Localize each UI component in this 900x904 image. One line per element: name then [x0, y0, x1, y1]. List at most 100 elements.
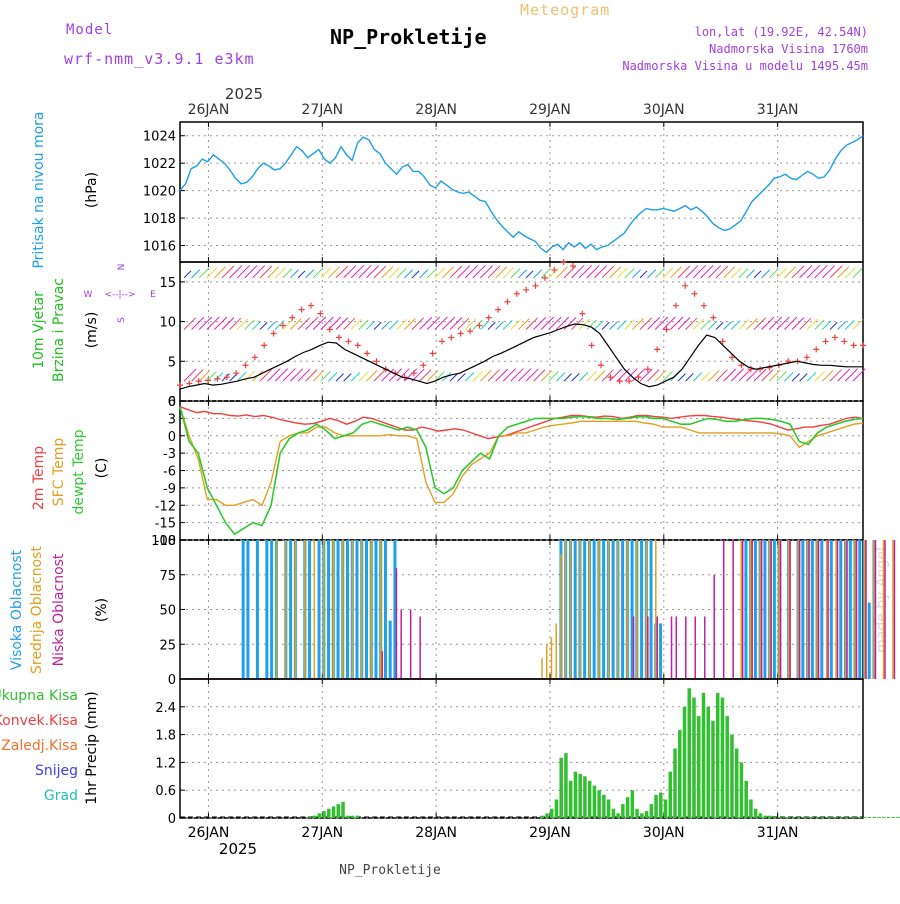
compass-e: E	[150, 290, 156, 300]
wind-barb	[609, 321, 618, 330]
wind-barb	[670, 266, 682, 279]
wind-gust-marker	[654, 346, 661, 353]
wind-barb	[358, 370, 370, 382]
wind-barb	[343, 373, 352, 382]
precip-bar	[327, 808, 331, 818]
panel-frame	[179, 261, 864, 402]
y-tick-label: 2.4	[155, 701, 176, 716]
wind-gust-marker	[719, 338, 726, 345]
precip-bar	[844, 817, 848, 818]
precip-bar	[331, 806, 336, 818]
cloud-low-ylabel: Niska Oblacnost	[51, 553, 67, 666]
wind-barb	[495, 266, 508, 279]
precip-bar	[678, 729, 682, 818]
wind-barb	[388, 320, 399, 330]
wind-barb	[236, 372, 247, 382]
wind-barb	[692, 264, 707, 279]
precip-bar	[350, 815, 355, 818]
wind-barb	[677, 317, 691, 330]
cloud-high-bar	[592, 540, 596, 679]
precip-bar	[540, 815, 544, 818]
y-tick-label: -12	[155, 499, 176, 514]
wind-barb	[578, 318, 591, 330]
precip-bar	[640, 813, 644, 818]
wind-gust-marker	[504, 298, 511, 305]
wind-barb	[419, 369, 432, 382]
cloud-high-bar	[839, 540, 843, 679]
precip-bar	[597, 790, 601, 818]
wind-gust-marker	[635, 374, 642, 381]
panel-precip: 0 0.6 1.2 1.8 2.4	[155, 678, 900, 827]
wind-barb	[715, 265, 729, 279]
cloud-high-ylabel: Visoka Oblacnost	[9, 549, 25, 670]
wind-barb	[616, 368, 631, 382]
wind-barb	[540, 316, 555, 330]
wind-gust-marker	[738, 362, 745, 369]
wind-barb	[244, 319, 255, 330]
wind-barb	[654, 268, 665, 279]
wind-barb	[632, 318, 644, 330]
cloud-high-bar	[270, 540, 274, 679]
wind-barb	[221, 317, 235, 330]
wind-barb	[297, 270, 306, 279]
wind-barb	[814, 319, 825, 330]
y-tick-label: 10	[159, 316, 176, 331]
precip-bar	[568, 780, 573, 818]
wind-gust-marker	[233, 370, 240, 377]
wind-gust-marker	[803, 354, 810, 361]
precip-bar	[711, 720, 715, 818]
y-tick-label: 5	[168, 355, 176, 370]
pressure-unit: (hPa)	[84, 172, 100, 208]
year-top: 2025	[225, 85, 263, 103]
wind-barb	[784, 266, 796, 279]
wind-barb	[647, 269, 657, 279]
wind-barb	[480, 265, 494, 279]
y-tick-label: -3	[163, 447, 176, 462]
cloud-high-bar	[848, 540, 852, 679]
precip-bar	[587, 780, 592, 818]
wind-barb	[806, 372, 817, 382]
wind-barb	[312, 370, 325, 382]
wind-barb	[472, 319, 483, 330]
watermark: made by Angel	[874, 547, 890, 653]
precip-bar	[787, 817, 791, 818]
precip-bar	[663, 799, 668, 818]
wind-gust-marker	[700, 302, 707, 309]
cloud-high-bar	[649, 540, 653, 679]
wind-barb	[358, 319, 369, 330]
wind-barb	[723, 368, 737, 382]
pressure-line	[179, 135, 864, 254]
wind-barb	[670, 316, 684, 330]
wind-barb	[236, 318, 249, 330]
sfc-ylabel: SFC Temp	[51, 438, 67, 507]
wind-ylabel-1: 10m Vjetar	[31, 291, 47, 369]
wind-barb	[609, 368, 623, 382]
wind-barb	[366, 265, 380, 279]
wind-barb	[822, 369, 834, 382]
wind-barb	[221, 265, 235, 279]
precip-bar	[696, 716, 701, 818]
precip-bar	[573, 771, 578, 818]
wind-barb	[586, 370, 598, 382]
wind-ylabel-2: Brzina i Pravac	[51, 278, 67, 382]
wind-gust-marker	[626, 378, 633, 385]
wind-barb	[510, 268, 521, 279]
wind-barb	[487, 369, 500, 382]
precip-bar	[730, 734, 734, 818]
wind-barb	[442, 266, 454, 279]
temp-unit: (C)	[94, 458, 110, 479]
wind-barb	[282, 268, 293, 279]
wind-barb	[480, 320, 490, 330]
wind-barb	[677, 265, 691, 279]
wind-barb	[502, 320, 513, 330]
wind-gust-marker	[279, 322, 286, 329]
wind-gust-marker	[205, 377, 212, 384]
wind-gust-marker	[822, 338, 829, 345]
precip-bar	[758, 813, 763, 818]
wind-barb	[495, 321, 504, 330]
wind-barb	[472, 264, 486, 279]
wind-barb	[449, 317, 463, 330]
wind-barb	[837, 368, 851, 382]
y-tick-label: 1020	[143, 185, 176, 200]
wind-barb	[700, 370, 712, 382]
